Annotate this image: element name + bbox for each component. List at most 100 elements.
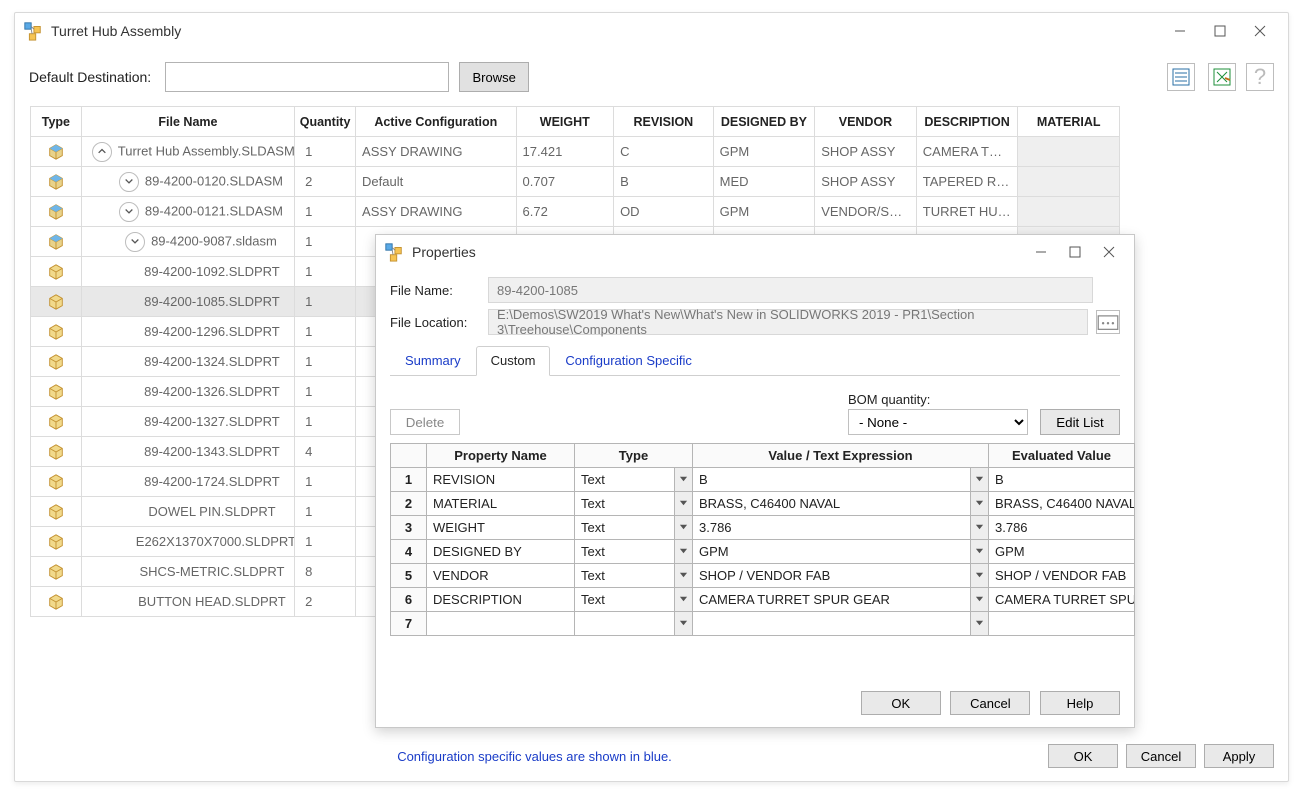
close-button[interactable] — [1240, 17, 1280, 45]
rev-cell[interactable]: OD — [614, 197, 714, 227]
prop-value[interactable]: BRASS, C46400 NAVAL — [693, 492, 989, 516]
prop-type[interactable] — [575, 612, 693, 636]
ok-button[interactable]: OK — [1048, 744, 1118, 768]
col-active-config[interactable]: Active Configuration — [356, 107, 517, 137]
prop-name[interactable] — [427, 612, 575, 636]
desc-cell[interactable]: CAMERA TURRE — [916, 137, 1018, 167]
value-dropdown-icon[interactable] — [970, 492, 988, 515]
col-vendor[interactable]: VENDOR — [815, 107, 917, 137]
quantity-cell[interactable]: 8 — [295, 557, 356, 587]
prop-value[interactable]: SHOP / VENDOR FAB — [693, 564, 989, 588]
expand-toggle[interactable] — [119, 202, 139, 222]
help-icon[interactable]: ? — [1246, 63, 1274, 91]
tab-summary[interactable]: Summary — [390, 346, 476, 376]
ven-cell[interactable]: SHOP ASSY — [815, 137, 917, 167]
quantity-cell[interactable]: 1 — [295, 257, 356, 287]
export-excel-icon[interactable] — [1208, 63, 1236, 91]
list-view-icon[interactable] — [1167, 63, 1195, 91]
apply-button[interactable]: Apply — [1204, 744, 1274, 768]
col-revision[interactable]: REVISION — [614, 107, 714, 137]
desc-cell[interactable]: TURRET HUB M — [916, 197, 1018, 227]
quantity-cell[interactable]: 1 — [295, 287, 356, 317]
col-description[interactable]: DESCRIPTION — [916, 107, 1018, 137]
dialog-ok-button[interactable]: OK — [861, 691, 941, 715]
table-row[interactable]: 89-4200-0121.SLDASM1ASSY DRAWING6.72ODGP… — [31, 197, 1120, 227]
property-row[interactable]: 3 WEIGHT Text 3.786 3.786 — [391, 516, 1135, 540]
quantity-cell[interactable]: 1 — [295, 497, 356, 527]
prop-type[interactable]: Text — [575, 540, 693, 564]
quantity-cell[interactable]: 1 — [295, 377, 356, 407]
prop-name[interactable]: DESCRIPTION — [427, 588, 575, 612]
prop-value[interactable]: B — [693, 468, 989, 492]
dialog-minimize-button[interactable] — [1024, 238, 1058, 266]
prop-value[interactable]: 3.786 — [693, 516, 989, 540]
browse-button[interactable]: Browse — [459, 62, 529, 92]
quantity-cell[interactable]: 2 — [295, 587, 356, 617]
quantity-cell[interactable]: 1 — [295, 527, 356, 557]
desc-cell[interactable]: TAPERED ROLLE — [916, 167, 1018, 197]
des-cell[interactable]: MED — [713, 167, 815, 197]
default-dest-input[interactable] — [165, 62, 449, 92]
browse-folder-icon[interactable] — [1096, 310, 1120, 334]
type-dropdown-icon[interactable] — [674, 612, 692, 635]
dialog-help-button[interactable]: Help — [1040, 691, 1120, 715]
type-dropdown-icon[interactable] — [674, 516, 692, 539]
ven-cell[interactable]: SHOP ASSY — [815, 167, 917, 197]
type-dropdown-icon[interactable] — [674, 564, 692, 587]
wt-cell[interactable]: 6.72 — [516, 197, 614, 227]
dialog-titlebar[interactable]: Properties — [376, 235, 1134, 269]
value-dropdown-icon[interactable] — [970, 540, 988, 563]
prop-name[interactable]: WEIGHT — [427, 516, 575, 540]
expand-toggle[interactable] — [92, 142, 112, 162]
dialog-cancel-button[interactable]: Cancel — [950, 691, 1030, 715]
type-dropdown-icon[interactable] — [674, 540, 692, 563]
edit-list-button[interactable]: Edit List — [1040, 409, 1120, 435]
prop-type[interactable]: Text — [575, 516, 693, 540]
prop-name[interactable]: MATERIAL — [427, 492, 575, 516]
pcol-eval[interactable]: Evaluated Value — [989, 444, 1135, 468]
cfg-cell[interactable]: ASSY DRAWING — [356, 197, 517, 227]
bom-quantity-select[interactable]: - None - — [848, 409, 1028, 435]
type-dropdown-icon[interactable] — [674, 588, 692, 611]
type-dropdown-icon[interactable] — [674, 468, 692, 491]
property-row[interactable]: 5 VENDOR Text SHOP / VENDOR FAB SHOP / V… — [391, 564, 1135, 588]
expand-toggle[interactable] — [119, 172, 139, 192]
prop-value[interactable]: CAMERA TURRET SPUR GEAR — [693, 588, 989, 612]
tab-configuration-specific[interactable]: Configuration Specific — [550, 346, 706, 376]
des-cell[interactable]: GPM — [713, 197, 815, 227]
col-file-name[interactable]: File Name — [81, 107, 294, 137]
cfg-cell[interactable]: Default — [356, 167, 517, 197]
rev-cell[interactable]: B — [614, 167, 714, 197]
quantity-cell[interactable]: 1 — [295, 197, 356, 227]
mat-cell[interactable] — [1018, 167, 1120, 197]
value-dropdown-icon[interactable] — [970, 612, 988, 635]
pcol-type[interactable]: Type — [575, 444, 693, 468]
ven-cell[interactable]: VENDOR/SHOP — [815, 197, 917, 227]
maximize-button[interactable] — [1200, 17, 1240, 45]
col-material[interactable]: MATERIAL — [1018, 107, 1120, 137]
value-dropdown-icon[interactable] — [970, 588, 988, 611]
property-row[interactable]: 7 — [391, 612, 1135, 636]
prop-name[interactable]: VENDOR — [427, 564, 575, 588]
delete-button[interactable]: Delete — [390, 409, 460, 435]
quantity-cell[interactable]: 1 — [295, 347, 356, 377]
pcol-name[interactable]: Property Name — [427, 444, 575, 468]
col-designed-by[interactable]: DESIGNED BY — [713, 107, 815, 137]
col-weight[interactable]: WEIGHT — [516, 107, 614, 137]
type-dropdown-icon[interactable] — [674, 492, 692, 515]
prop-value[interactable]: GPM — [693, 540, 989, 564]
tab-custom[interactable]: Custom — [476, 346, 551, 376]
quantity-cell[interactable]: 1 — [295, 467, 356, 497]
prop-name[interactable]: REVISION — [427, 468, 575, 492]
cfg-cell[interactable]: ASSY DRAWING — [356, 137, 517, 167]
prop-type[interactable]: Text — [575, 564, 693, 588]
quantity-cell[interactable]: 1 — [295, 137, 356, 167]
quantity-cell[interactable]: 2 — [295, 167, 356, 197]
value-dropdown-icon[interactable] — [970, 468, 988, 491]
expand-toggle[interactable] — [125, 232, 145, 252]
value-dropdown-icon[interactable] — [970, 516, 988, 539]
table-row[interactable]: Turret Hub Assembly.SLDASM1ASSY DRAWING1… — [31, 137, 1120, 167]
rev-cell[interactable]: C — [614, 137, 714, 167]
quantity-cell[interactable]: 1 — [295, 407, 356, 437]
quantity-cell[interactable]: 1 — [295, 317, 356, 347]
